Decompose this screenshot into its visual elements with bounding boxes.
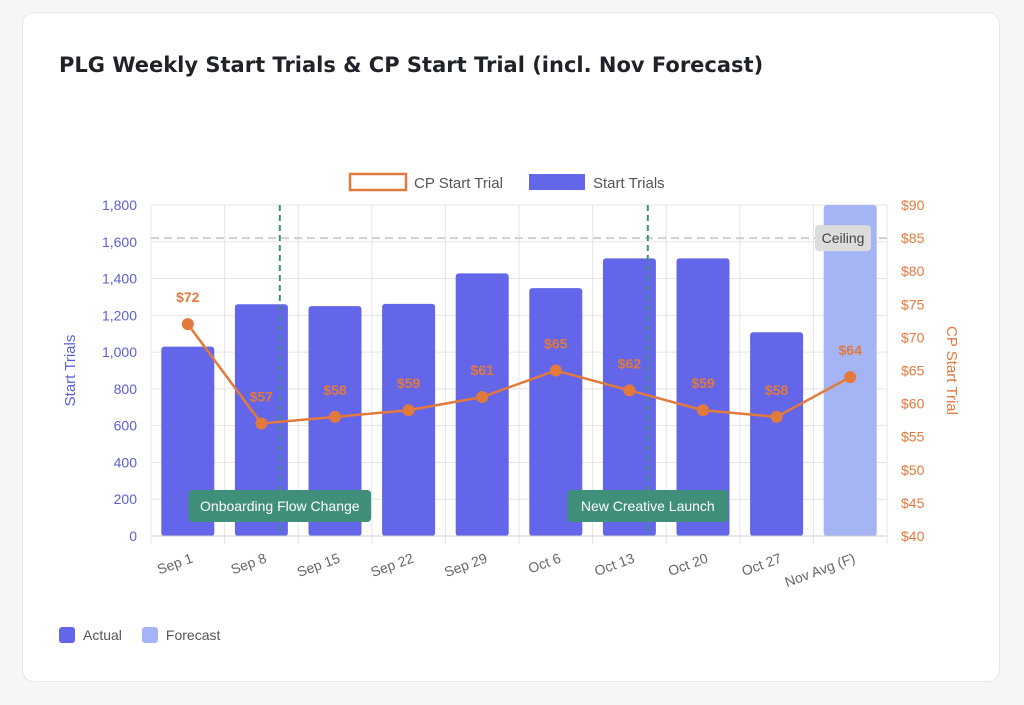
y2-tick-label: $85 (901, 230, 925, 246)
y2-axis-title: CP Start Trial (943, 326, 960, 415)
ceiling-label: Ceiling (822, 230, 865, 246)
y2-tick-label: $40 (901, 528, 925, 544)
forecast-swatch (141, 627, 158, 643)
annotation-label: New Creative Launch (581, 498, 715, 514)
y-tick-label: 600 (114, 418, 138, 434)
forecast-bar (823, 205, 877, 536)
annotation-label-box (188, 490, 372, 522)
cp-point (402, 404, 415, 417)
bottom-legend: Actual Forecast (59, 627, 220, 643)
y-tick-label: 1,400 (102, 271, 137, 287)
y-tick-label: 400 (114, 454, 138, 470)
x-tick-label: Sep 22 (368, 550, 415, 580)
chart-card: PLG Weekly Start Trials & CP Start Trial… (22, 12, 1000, 682)
cp-point (770, 410, 783, 423)
bar (161, 346, 215, 536)
bar (382, 303, 436, 536)
y-tick-label: 1,800 (102, 197, 137, 213)
cp-data-label: $64 (839, 342, 863, 358)
cp-point (255, 417, 268, 430)
y2-tick-label: $60 (901, 396, 925, 412)
y2-tick-label: $50 (901, 462, 925, 478)
x-tick-label: Nov Avg (F) (783, 550, 858, 590)
cp-point (844, 371, 857, 384)
y2-tick-label: $70 (901, 329, 925, 345)
x-tick-label: Sep 29 (442, 550, 489, 580)
x-tick-label: Sep 15 (295, 550, 342, 580)
legend-cp-swatch (348, 172, 408, 192)
cp-data-label: $59 (397, 375, 421, 391)
cp-data-label: $62 (618, 355, 642, 371)
y-axis-title: Start Trials (62, 335, 79, 407)
chart-title: PLG Weekly Start Trials & CP Start Trial… (59, 53, 764, 77)
y-tick-label: 800 (114, 381, 138, 397)
x-tick-label: Oct 27 (739, 550, 783, 579)
y2-tick-label: $55 (901, 429, 925, 445)
y2-tick-label: $90 (901, 197, 925, 213)
cp-point (549, 364, 562, 377)
cp-point (181, 318, 194, 331)
cp-point (623, 384, 636, 397)
x-tick-label: Oct 13 (592, 550, 636, 579)
bar (602, 258, 656, 536)
bottom-legend-forecast-label: Forecast (165, 627, 221, 643)
y-tick-label: 0 (129, 528, 137, 544)
cp-data-label: $57 (250, 388, 274, 404)
y-tick-label: 1,600 (102, 234, 137, 250)
cp-point (329, 410, 341, 423)
x-tick-label: Oct 6 (526, 550, 563, 577)
cp-point (697, 404, 709, 417)
cp-data-label: $58 (323, 382, 347, 398)
x-tick-label: Oct 20 (666, 550, 710, 579)
cp-data-label: $65 (544, 336, 568, 352)
cp-line (186, 323, 851, 425)
y2-tick-label: $45 (901, 495, 925, 511)
y2-tick-label: $75 (901, 296, 925, 312)
bottom-legend-forecast[interactable]: Forecast (141, 627, 221, 643)
y2-tick-label: $65 (901, 363, 925, 379)
y-tick-label: 1,000 (102, 344, 137, 360)
bar (529, 288, 583, 536)
legend-cp-label: CP Start Trial (414, 175, 503, 192)
cp-data-label: $72 (176, 289, 200, 305)
actual-swatch (59, 627, 75, 643)
y2-tick-label: $80 (901, 263, 925, 279)
legend-bar-label: Start Trials (593, 175, 665, 192)
annotation-label: Onboarding Flow Change (200, 498, 360, 514)
bar (455, 273, 509, 536)
bar (676, 258, 730, 536)
chart-svg: 0 200 400 600 800 1,000 1,200 1,400 1,600 1,800 $4… (62, 172, 960, 590)
cp-data-label: $59 (691, 375, 715, 391)
x-tick-label: Sep 8 (229, 550, 269, 578)
cp-data-label: $61 (471, 362, 495, 378)
annotation-label-box (567, 490, 729, 522)
bottom-legend-actual[interactable]: Actual (59, 627, 122, 643)
y-tick-label: 1,200 (102, 307, 137, 323)
cp-data-label: $58 (765, 382, 789, 398)
bar (750, 332, 804, 536)
bottom-legend-actual-label: Actual (83, 627, 122, 643)
y-tick-label: 200 (114, 491, 138, 507)
legend-bar-swatch (529, 174, 585, 190)
ceiling-label-box (815, 225, 871, 252)
cp-point (476, 390, 489, 403)
x-tick-label: Sep 1 (155, 550, 195, 578)
